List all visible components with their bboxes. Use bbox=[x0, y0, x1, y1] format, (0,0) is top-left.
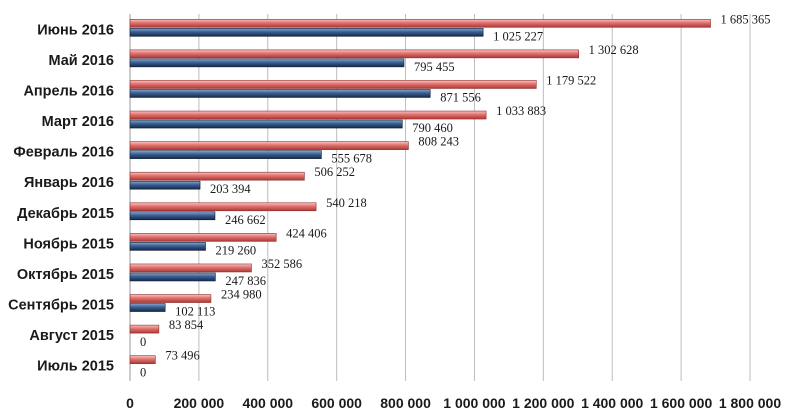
data-label: 424 406 bbox=[286, 226, 327, 240]
data-label: 352 586 bbox=[261, 257, 302, 271]
category-label: Май 2016 bbox=[48, 53, 114, 69]
data-label: 1 685 365 bbox=[721, 12, 771, 26]
bar-blue bbox=[129, 27, 484, 37]
bar-red bbox=[129, 294, 212, 303]
data-label: 795 455 bbox=[414, 60, 455, 74]
x-tick-label: 0 bbox=[126, 395, 134, 411]
category-label: Ноябрь 2015 bbox=[23, 236, 114, 252]
bar-red bbox=[129, 110, 487, 120]
data-label: 0 bbox=[140, 366, 146, 380]
category-labels: Июнь 2016 Май 2016 Апрель 2016 Март 2016 Фев… bbox=[8, 22, 114, 374]
category-label: Июль 2015 bbox=[37, 359, 114, 375]
category-label: Февраль 2016 bbox=[13, 145, 114, 161]
bar-red bbox=[129, 355, 156, 365]
data-label: 1 033 883 bbox=[496, 104, 546, 118]
category-label: Июнь 2016 bbox=[37, 22, 114, 38]
category-label: Октябрь 2015 bbox=[17, 267, 114, 283]
x-tick-label: 1 200 000 bbox=[512, 395, 574, 411]
bar-red bbox=[129, 49, 579, 59]
data-label: 1 025 227 bbox=[493, 29, 543, 43]
data-label: 555 678 bbox=[331, 152, 372, 166]
data-label: 246 662 bbox=[225, 213, 266, 227]
bar-blue bbox=[129, 150, 322, 159]
bar-red bbox=[129, 18, 711, 28]
x-tick-label: 1 000 000 bbox=[443, 395, 505, 411]
data-label: 219 260 bbox=[216, 243, 257, 257]
category-label: Апрель 2016 bbox=[23, 83, 114, 99]
x-tick-label: 600 000 bbox=[311, 395, 362, 411]
bar-red bbox=[129, 233, 277, 242]
x-tick-labels: 0 200 000 400 000 600 000 800 000 1 000 000 1 … bbox=[126, 395, 781, 411]
bar-blue bbox=[129, 303, 166, 312]
bar-red bbox=[129, 263, 252, 273]
data-label: 506 252 bbox=[314, 165, 355, 179]
data-label: 790 460 bbox=[412, 121, 453, 135]
bar-blue bbox=[129, 180, 201, 190]
category-label: Декабрь 2015 bbox=[17, 206, 114, 222]
x-tick-label: 1 800 000 bbox=[719, 395, 781, 411]
x-tick-label: 200 000 bbox=[174, 395, 225, 411]
category-label: Сентябрь 2015 bbox=[8, 298, 114, 314]
bar-blue bbox=[129, 89, 431, 98]
bar-red bbox=[129, 80, 537, 89]
category-label: Март 2016 bbox=[42, 114, 114, 130]
data-label: 234 980 bbox=[221, 288, 262, 302]
bar-blue bbox=[129, 119, 403, 129]
x-tick-label: 1 400 000 bbox=[581, 395, 643, 411]
data-label: 1 302 628 bbox=[589, 43, 639, 57]
data-label: 203 394 bbox=[210, 182, 251, 196]
data-label: 540 218 bbox=[326, 196, 367, 210]
bar-blue bbox=[129, 58, 405, 68]
bar-red bbox=[129, 202, 317, 212]
x-tick-label: 1 600 000 bbox=[650, 395, 712, 411]
gridlines bbox=[129, 14, 751, 381]
x-tick-label: 400 000 bbox=[242, 395, 293, 411]
x-tick-label: 800 000 bbox=[380, 395, 431, 411]
data-label: 73 496 bbox=[165, 349, 199, 363]
bars bbox=[129, 18, 711, 365]
bar-red bbox=[129, 171, 305, 181]
data-label: 808 243 bbox=[418, 135, 459, 149]
data-label: 83 854 bbox=[169, 318, 204, 332]
data-label: 871 556 bbox=[440, 90, 481, 104]
bar-red bbox=[129, 324, 160, 334]
category-label: Январь 2016 bbox=[24, 175, 114, 191]
data-label: 247 836 bbox=[225, 274, 266, 288]
bar-blue bbox=[129, 242, 206, 251]
bar-blue bbox=[129, 272, 216, 282]
data-label: 1 179 522 bbox=[546, 73, 596, 87]
data-label: 0 bbox=[140, 335, 146, 349]
bar-red bbox=[129, 141, 409, 150]
data-label: 102 113 bbox=[175, 305, 215, 319]
data-labels: 1 685 365 1 025 227 1 302 628 795 455 1 179 … bbox=[140, 12, 771, 379]
category-label: Август 2015 bbox=[29, 328, 114, 344]
bar-blue bbox=[129, 211, 216, 221]
